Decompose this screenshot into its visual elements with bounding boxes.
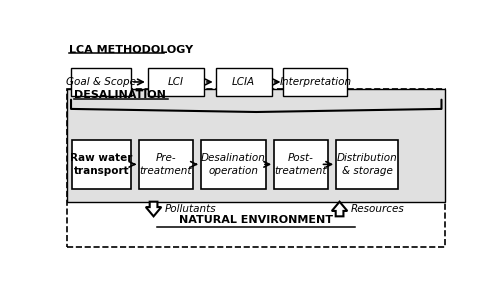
Text: Goal & Scope: Goal & Scope [66, 77, 136, 87]
FancyBboxPatch shape [72, 140, 131, 189]
Text: Pollutants: Pollutants [164, 204, 216, 214]
FancyBboxPatch shape [148, 68, 204, 96]
Text: LCIA: LCIA [232, 77, 255, 87]
FancyBboxPatch shape [284, 68, 348, 96]
FancyBboxPatch shape [274, 140, 328, 189]
FancyBboxPatch shape [216, 68, 272, 96]
Text: Pre-
treatment: Pre- treatment [140, 153, 192, 176]
Text: LCA METHODOLOGY: LCA METHODOLOGY [70, 45, 194, 55]
Text: DESALINATION: DESALINATION [74, 91, 166, 100]
Polygon shape [332, 202, 347, 216]
FancyBboxPatch shape [201, 140, 266, 189]
Text: Interpretation: Interpretation [280, 77, 351, 87]
Text: LCI: LCI [168, 77, 184, 87]
Text: Resources: Resources [350, 204, 404, 214]
FancyBboxPatch shape [336, 140, 398, 189]
FancyBboxPatch shape [67, 89, 446, 247]
Text: NATURAL ENVIRONMENT: NATURAL ENVIRONMENT [179, 215, 333, 225]
Text: Desalination
operation: Desalination operation [201, 153, 266, 176]
Text: Distribution
& storage: Distribution & storage [336, 153, 398, 176]
FancyBboxPatch shape [71, 68, 131, 96]
FancyBboxPatch shape [139, 140, 192, 189]
Polygon shape [146, 202, 162, 216]
Text: Raw water
transport: Raw water transport [70, 153, 133, 176]
FancyBboxPatch shape [67, 89, 446, 202]
Text: Post-
treatment: Post- treatment [274, 153, 327, 176]
